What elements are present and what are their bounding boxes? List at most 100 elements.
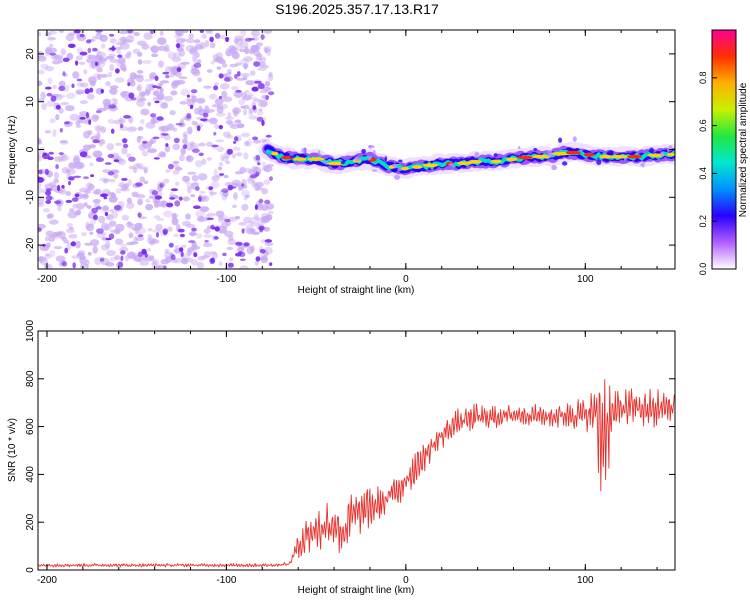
noise-dot xyxy=(63,84,70,93)
noise-dot xyxy=(219,82,230,90)
noise-blob xyxy=(152,136,160,140)
noise-dot xyxy=(108,53,116,57)
noise-blob xyxy=(110,128,115,134)
noise-dot xyxy=(141,91,146,98)
noise-dot xyxy=(178,49,186,57)
noise-dot xyxy=(92,190,99,195)
noise-dot xyxy=(138,143,147,152)
noise-dot xyxy=(137,198,144,206)
noise-dot xyxy=(108,220,117,227)
noise-dot xyxy=(47,213,54,219)
noise-blob xyxy=(176,67,182,73)
noise-dot xyxy=(138,97,147,102)
noise-dot xyxy=(78,61,86,65)
noise-dot xyxy=(226,246,234,251)
noise-dot xyxy=(216,146,225,153)
noise-dot xyxy=(113,119,123,125)
noise-dot xyxy=(133,31,140,37)
spectrogram-x-label: Height of straight line (km) xyxy=(298,285,415,296)
noise-blob xyxy=(55,164,59,170)
noise-dot xyxy=(141,43,150,50)
noise-blob xyxy=(88,119,92,125)
noise-blob xyxy=(38,176,41,181)
noise-blob xyxy=(269,262,273,266)
noise-dot xyxy=(81,194,89,199)
noise-dot xyxy=(251,44,260,52)
noise-dot xyxy=(172,143,181,150)
snr-y-tick-label: 800 xyxy=(25,370,36,387)
noise-dot xyxy=(205,141,213,147)
noise-dot xyxy=(185,97,192,102)
noise-dot xyxy=(253,139,262,144)
noise-dot xyxy=(109,257,118,262)
noise-dot xyxy=(140,108,150,116)
noise-dot xyxy=(161,200,167,207)
noise-dot xyxy=(81,232,88,237)
noise-blob xyxy=(44,168,50,175)
noise-dot xyxy=(114,77,125,83)
noise-dot xyxy=(261,203,268,212)
noise-dot xyxy=(263,165,273,173)
noise-dot xyxy=(263,227,271,232)
noise-blob xyxy=(198,196,202,202)
noise-dot xyxy=(152,259,160,266)
noise-dot xyxy=(45,100,56,107)
noise-dot xyxy=(185,38,195,44)
noise-dot xyxy=(227,112,232,118)
ridge-peak xyxy=(599,154,613,159)
colorbar-tick-label: 0.0 xyxy=(698,263,708,276)
noise-dot xyxy=(106,143,115,151)
noise-dot xyxy=(85,182,93,191)
colorbar-ticks: 0.0 0.2 0.4 0.6 0.8 xyxy=(698,72,717,276)
noise-blob xyxy=(155,232,160,238)
noise-dot xyxy=(248,115,258,120)
ridge-speck xyxy=(648,147,655,154)
noise-blob xyxy=(198,152,204,156)
noise-dot xyxy=(65,33,75,42)
noise-dot xyxy=(226,134,234,139)
noise-dot xyxy=(165,169,171,173)
noise-blob xyxy=(199,30,204,33)
noise-dot xyxy=(254,213,259,220)
noise-dot xyxy=(87,251,92,256)
noise-blob xyxy=(38,169,43,175)
noise-dot xyxy=(86,205,92,209)
noise-dot xyxy=(212,54,219,61)
noise-dot xyxy=(180,88,190,96)
noise-dot xyxy=(196,233,203,239)
noise-dot xyxy=(54,156,64,163)
noise-blob xyxy=(264,199,271,205)
noise-dot xyxy=(68,234,78,239)
noise-blob xyxy=(196,125,201,132)
noise-dot xyxy=(106,178,116,183)
noise-dot xyxy=(161,152,167,158)
noise-dot xyxy=(222,96,233,102)
noise-blob xyxy=(89,87,94,93)
noise-dot xyxy=(195,160,203,168)
noise-blob xyxy=(62,57,70,62)
noise-dot xyxy=(216,105,224,114)
noise-dot xyxy=(224,182,235,187)
noise-dot xyxy=(139,176,146,183)
colorbar-tick-label: 0.4 xyxy=(698,167,708,180)
noise-blob xyxy=(45,190,52,196)
noise-blob xyxy=(71,83,75,89)
noise-dot xyxy=(256,218,267,226)
noise-blob xyxy=(57,184,61,192)
noise-dot xyxy=(261,212,270,220)
noise-dot xyxy=(92,245,98,254)
noise-dot xyxy=(232,146,241,151)
noise-dot xyxy=(49,44,54,48)
noise-dot xyxy=(158,60,164,68)
noise-dot xyxy=(159,102,168,109)
noise-dot xyxy=(191,241,198,248)
ridge-speck xyxy=(384,156,388,162)
noise-dot xyxy=(264,246,273,255)
noise-blob xyxy=(260,34,265,40)
noise-dot xyxy=(136,95,142,103)
noise-dot xyxy=(66,228,75,234)
noise-dot xyxy=(144,89,151,96)
noise-dot xyxy=(242,63,249,69)
noise-dot xyxy=(136,84,143,92)
